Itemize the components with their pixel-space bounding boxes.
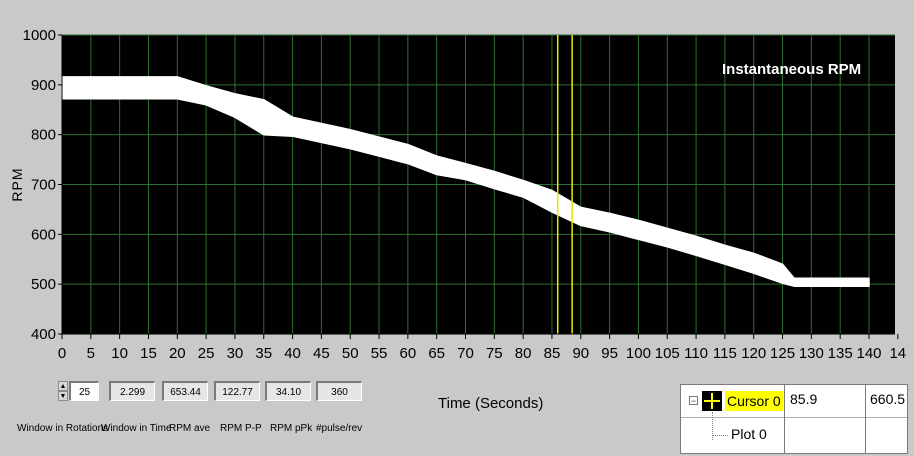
x-tick-label: 60 <box>400 345 417 362</box>
x-tick-label: 70 <box>457 345 474 362</box>
x-tick-label: 50 <box>342 345 359 362</box>
y-axis-label: RPM <box>9 167 25 201</box>
x-tick-label: 120 <box>741 345 766 362</box>
rpm-ppk-caption: RPM pPk <box>270 423 313 434</box>
x-tick-label: 75 <box>486 345 503 362</box>
x-tick-label: 95 <box>601 345 618 362</box>
x-tick-label: 140 <box>856 345 881 362</box>
cursor-lines[interactable] <box>556 35 573 334</box>
window-rotations-caption: Window in Rotations <box>17 423 109 434</box>
window-rotations-input[interactable]: 25 <box>69 381 99 401</box>
x-tick-label: 55 <box>371 345 388 362</box>
x-axis: 0 5 10 15 20 25 30 35 40 45 50 55 60 65 70 75 80 85 90 95 10… <box>58 333 906 362</box>
rpm-ppk-indicator: 34.10 <box>265 381 311 401</box>
x-axis-label: Time (Seconds) <box>438 395 544 412</box>
crosshair-icon[interactable] <box>702 391 722 411</box>
x-tick-label: 110 <box>684 345 708 362</box>
y-axis: 400 500 600 700 800 900 1000 <box>23 27 63 343</box>
x-tick-label: 115 <box>713 345 737 362</box>
collapse-icon[interactable]: − <box>689 396 698 406</box>
rpm-series-band <box>61 76 870 287</box>
x-tick-label: 15 <box>140 345 157 362</box>
x-tick-label: 80 <box>515 345 532 362</box>
cursor-legend: − Cursor 0 Plot 0 85.9 660.5 <box>680 384 908 454</box>
y-tick-label: 600 <box>31 226 56 243</box>
pulse-rev-caption: #pulse/rev <box>316 423 363 434</box>
x-tick-label: 130 <box>799 345 824 362</box>
y-tick-label: 800 <box>31 127 56 144</box>
rotations-increment-button[interactable]: ▲ <box>58 381 68 391</box>
x-tick-label: 85 <box>544 345 561 362</box>
x-tick-label: 100 <box>626 345 651 362</box>
x-tick-label: 65 <box>428 345 445 362</box>
y-tick-label: 500 <box>31 276 56 293</box>
rpm-pp-caption: RPM P-P <box>220 423 262 434</box>
cursor-name[interactable]: Cursor 0 <box>725 391 783 411</box>
y-tick-label: 700 <box>31 177 56 194</box>
x-tick-label: 25 <box>198 345 215 362</box>
x-tick-label: 30 <box>227 345 244 362</box>
x-tick-label: 14 <box>889 345 906 362</box>
cursor-x-value: 85.9 <box>790 391 818 407</box>
tree-connector <box>712 435 728 436</box>
x-tick-label: 45 <box>313 345 330 362</box>
x-tick-label: 35 <box>255 345 272 362</box>
rpm-trace <box>61 76 870 287</box>
rpm-chart-svg: Instantaneous RPM 4005006007008009001000… <box>9 27 906 362</box>
cursor-row[interactable] <box>681 385 907 418</box>
x-tick-label: 40 <box>284 345 301 362</box>
x-tick-label: 125 <box>770 345 795 362</box>
x-tick-label: 10 <box>111 345 128 362</box>
x-tick-label: 90 <box>572 345 589 362</box>
y-tick-label: 1000 <box>23 27 56 44</box>
y-tick-label: 900 <box>31 77 56 94</box>
rpm-ave-indicator: 653.44 <box>162 381 208 401</box>
cursor-y-value: 660.5 <box>870 391 906 407</box>
cursor-tree: − Cursor 0 Plot 0 <box>681 385 785 453</box>
x-tick-label: 5 <box>87 345 95 362</box>
x-tick-label: 0 <box>58 345 66 362</box>
column-divider <box>865 385 866 453</box>
tree-connector <box>712 412 713 440</box>
rpm-chart: Instantaneous RPM 400 500 600 700 800 900 1000… <box>9 27 906 362</box>
rpm-pp-indicator: 122.77 <box>214 381 260 401</box>
rpm-ave-caption: RPM ave <box>169 423 211 434</box>
window-time-caption: Window in Time <box>101 423 172 434</box>
rotations-decrement-button[interactable]: ▼ <box>58 391 68 401</box>
x-tick-label: 135 <box>828 345 853 362</box>
x-tick-label: 105 <box>655 345 680 362</box>
x-tick-label: 20 <box>169 345 186 362</box>
pulse-rev-indicator: 360 <box>316 381 362 401</box>
y-tick-label: 400 <box>31 326 56 343</box>
window-time-indicator: 2.299 <box>109 381 155 401</box>
plot-name: Plot 0 <box>731 426 767 442</box>
chart-title: Instantaneous RPM <box>722 61 861 78</box>
